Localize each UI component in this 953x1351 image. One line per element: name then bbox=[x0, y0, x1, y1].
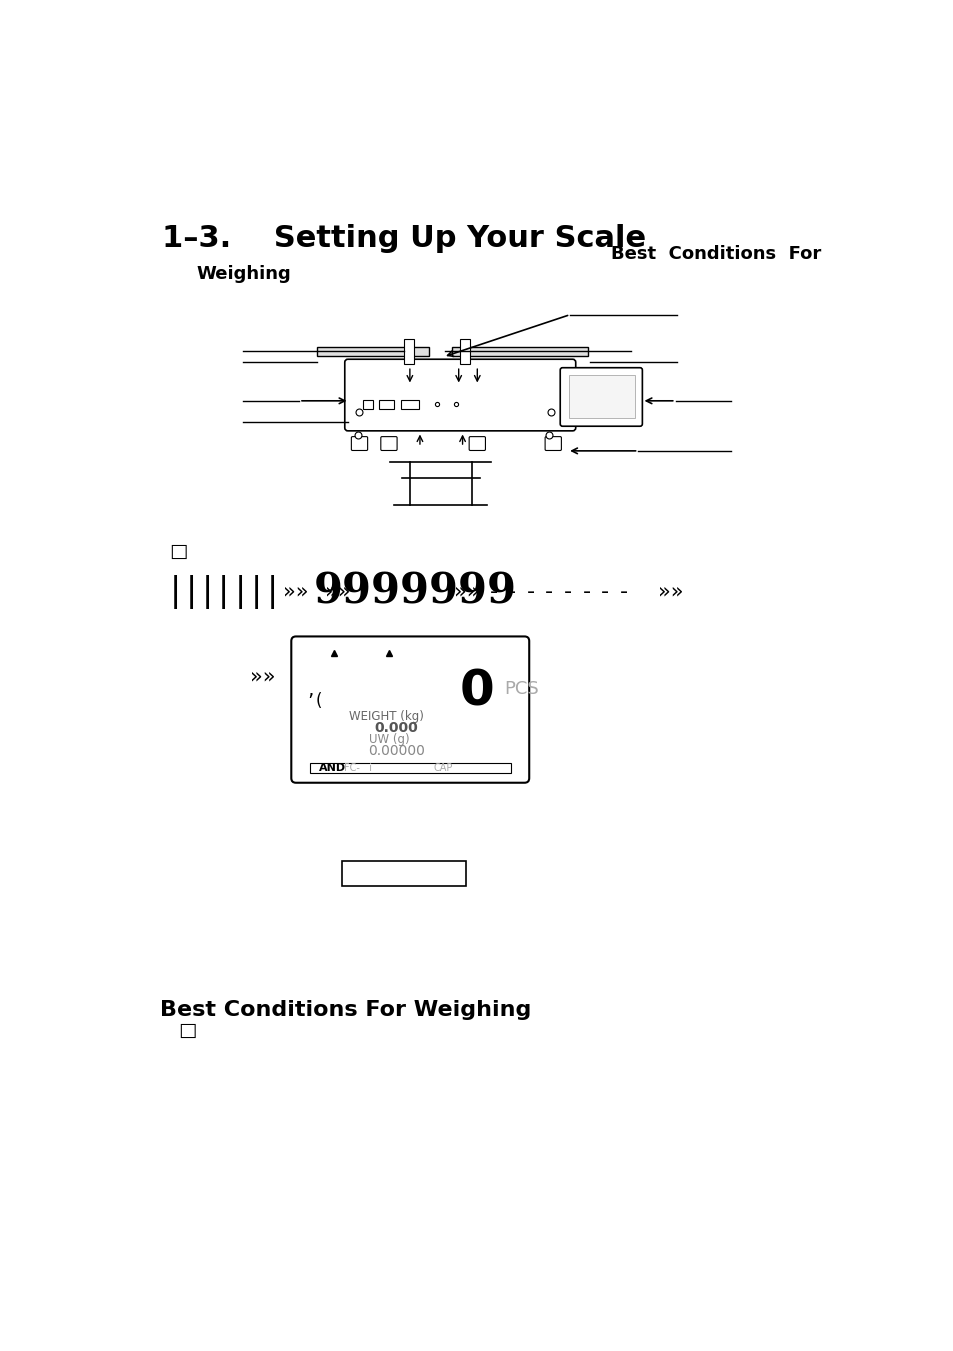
Text: »»: »» bbox=[325, 582, 350, 601]
FancyBboxPatch shape bbox=[544, 436, 560, 450]
Text: Best Conditions For Weighing: Best Conditions For Weighing bbox=[159, 1000, 531, 1020]
Text: ’: ’ bbox=[307, 692, 314, 711]
Text: 9999999: 9999999 bbox=[314, 570, 517, 613]
Text: 0.000: 0.000 bbox=[375, 721, 418, 735]
Bar bbox=[310, 763, 510, 774]
Text: 0.00000: 0.00000 bbox=[368, 744, 425, 758]
FancyBboxPatch shape bbox=[344, 359, 575, 431]
Text: -: - bbox=[489, 582, 497, 601]
Text: -: - bbox=[582, 582, 590, 601]
Text: UW (g): UW (g) bbox=[368, 734, 409, 746]
Bar bbox=[404, 339, 414, 363]
Text: »»: »» bbox=[454, 582, 478, 601]
Bar bbox=[342, 861, 466, 886]
Text: -: - bbox=[619, 582, 627, 601]
Text: -: - bbox=[508, 582, 516, 601]
Bar bbox=[378, 400, 394, 408]
Bar bbox=[459, 339, 469, 363]
Text: |: | bbox=[234, 574, 246, 609]
Text: Weighing: Weighing bbox=[196, 265, 292, 282]
Bar bbox=[316, 347, 429, 357]
Text: |: | bbox=[251, 574, 262, 609]
Bar bbox=[452, 347, 587, 357]
Text: »»: »» bbox=[250, 666, 275, 686]
Text: FC-   i: FC- i bbox=[344, 763, 372, 773]
Bar bbox=[568, 376, 634, 417]
Text: -: - bbox=[545, 582, 553, 601]
Text: |: | bbox=[202, 574, 213, 609]
Text: »»: »» bbox=[283, 582, 309, 601]
Text: -: - bbox=[563, 582, 572, 601]
FancyBboxPatch shape bbox=[291, 636, 529, 782]
Text: 0: 0 bbox=[459, 667, 495, 715]
Text: 1–3.    Setting Up Your Scale: 1–3. Setting Up Your Scale bbox=[162, 224, 645, 253]
FancyBboxPatch shape bbox=[351, 436, 367, 450]
FancyBboxPatch shape bbox=[380, 436, 396, 450]
FancyBboxPatch shape bbox=[469, 436, 485, 450]
Text: |: | bbox=[170, 574, 180, 609]
Text: (: ( bbox=[314, 692, 321, 711]
Text: -: - bbox=[526, 582, 535, 601]
Text: |: | bbox=[267, 574, 278, 609]
Text: AND: AND bbox=[319, 763, 346, 773]
Text: CAP: CAP bbox=[434, 763, 453, 773]
FancyBboxPatch shape bbox=[559, 367, 641, 426]
Text: □: □ bbox=[178, 1020, 196, 1040]
Text: |: | bbox=[218, 574, 230, 609]
Bar bbox=[400, 400, 418, 408]
Text: |: | bbox=[186, 574, 196, 609]
Text: -: - bbox=[600, 582, 609, 601]
Text: Best  Conditions  For: Best Conditions For bbox=[611, 246, 821, 263]
Text: WEIGHT (kg): WEIGHT (kg) bbox=[349, 711, 424, 723]
Bar bbox=[362, 400, 373, 408]
Text: »»: »» bbox=[658, 582, 683, 601]
Text: PCS: PCS bbox=[504, 680, 538, 698]
Text: □: □ bbox=[170, 542, 188, 561]
